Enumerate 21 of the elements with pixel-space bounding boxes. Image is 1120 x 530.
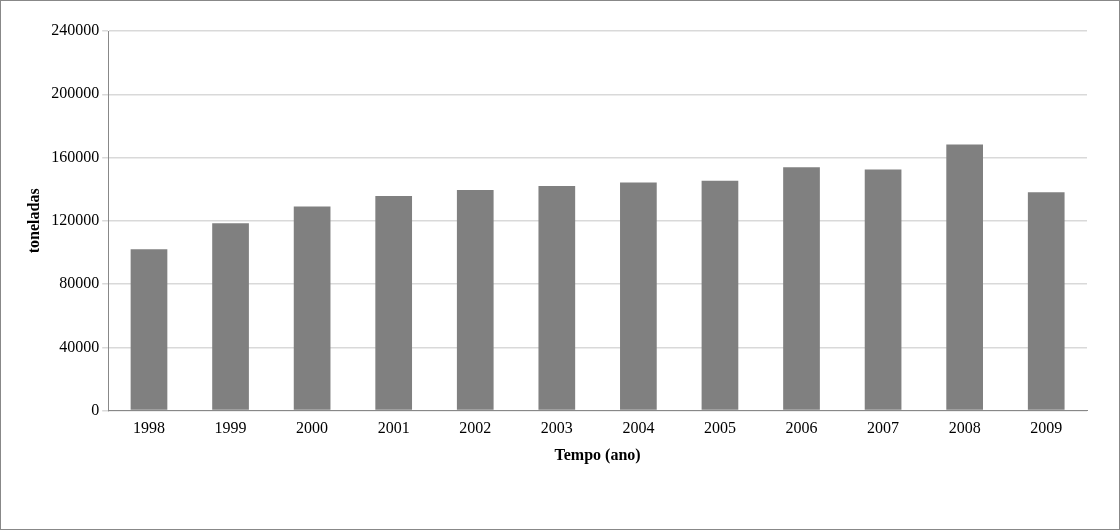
x-tick-label: 1998 xyxy=(132,419,165,437)
y-tick-label: 200000 xyxy=(51,84,100,102)
x-tick-label: 2000 xyxy=(296,419,329,437)
x-axis-title: Tempo (ano) xyxy=(554,445,641,464)
y-tick-label: 160000 xyxy=(51,147,100,165)
y-tick-label: 120000 xyxy=(51,211,100,228)
y-tick-label: 80000 xyxy=(59,274,100,292)
x-tick-label: 2002 xyxy=(459,419,492,437)
x-tick-label: 2006 xyxy=(785,419,818,437)
x-tick-label: 2004 xyxy=(622,419,655,437)
x-tick-label: 2009 xyxy=(1030,419,1063,437)
y-axis-title: toneladas xyxy=(24,188,42,254)
y-tick-label: 40000 xyxy=(59,337,100,355)
x-tick-label: 2001 xyxy=(377,419,410,437)
x-tick-label: 2008 xyxy=(948,419,981,437)
x-tick-label: 2007 xyxy=(867,419,900,437)
x-tick-label: 1999 xyxy=(214,419,247,437)
y-tick-label: 0 xyxy=(91,400,100,418)
x-tick-label: 2005 xyxy=(703,419,736,437)
x-tick-label: 2003 xyxy=(540,419,573,437)
y-tick-label: 240000 xyxy=(51,21,100,39)
